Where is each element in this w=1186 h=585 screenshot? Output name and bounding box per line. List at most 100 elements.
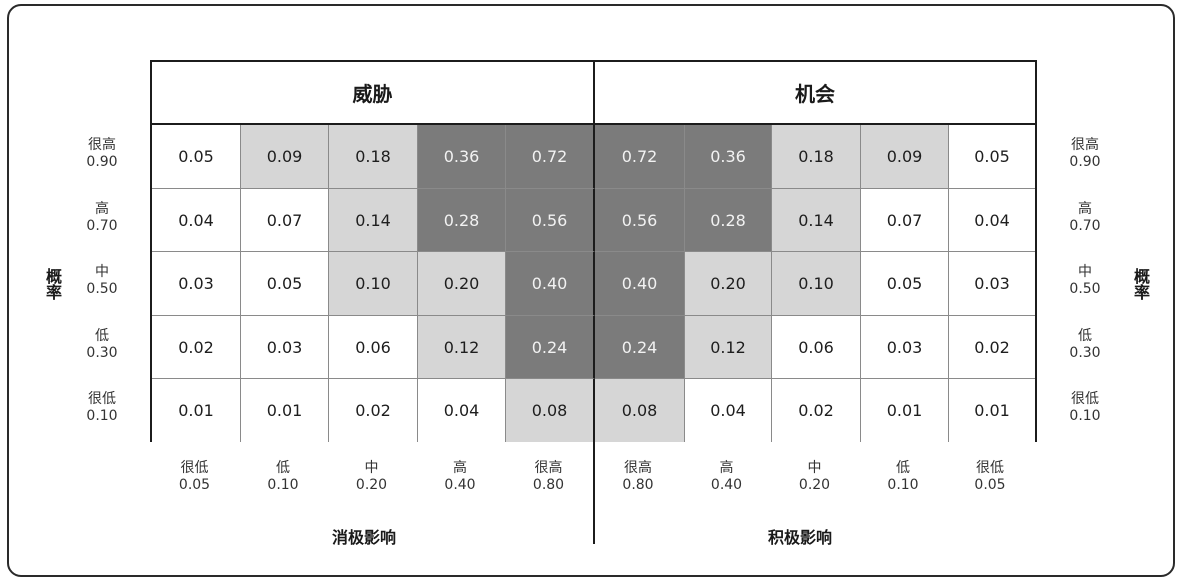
probability-impact-matrix: 威胁 机会 0.05 0.09 0.18 0.36 0.72 0.72 0.36 0.18 0.…	[150, 60, 1037, 442]
probability-level: 很低	[88, 390, 116, 407]
matrix-cell: 0.36	[685, 125, 772, 189]
matrix-cell: 0.05	[241, 252, 329, 316]
matrix-cell: 0.06	[772, 316, 861, 379]
matrix-cell: 0.28	[685, 189, 772, 252]
impact-label: 低 0.10	[253, 460, 313, 494]
probability-level: 很低	[1071, 390, 1099, 407]
impact-level: 很高	[624, 460, 652, 476]
positive-impact-title: 积极影响	[768, 528, 833, 547]
impact-label: 低 0.10	[873, 460, 933, 494]
opportunity-header: 机会	[595, 62, 1035, 125]
matrix-cell: 0.08	[506, 379, 595, 442]
impact-value: 0.20	[355, 477, 388, 493]
probability-level: 中	[1078, 264, 1092, 280]
probability-level: 高	[95, 200, 109, 217]
matrix-cell: 0.56	[506, 189, 595, 252]
impact-level: 中	[364, 460, 379, 476]
impact-label: 高 0.40	[697, 460, 757, 494]
probability-title-right: 概率	[1131, 268, 1150, 300]
impact-value: 0.10	[267, 477, 299, 493]
matrix-cell: 0.01	[861, 379, 949, 442]
probability-label-left: 低 0.30	[77, 328, 127, 362]
matrix-cell: 0.10	[329, 252, 418, 316]
impact-label: 中 0.20	[785, 460, 845, 494]
probability-value: 0.10	[1069, 407, 1101, 424]
probability-value: 0.90	[86, 154, 118, 170]
matrix-cell: 0.05	[861, 252, 949, 316]
matrix-cell: 0.40	[506, 252, 595, 316]
matrix-cell: 0.09	[861, 125, 949, 189]
matrix-cell: 0.04	[949, 189, 1035, 252]
matrix-cell: 0.36	[418, 125, 506, 189]
matrix-cell: 0.10	[772, 252, 861, 316]
threat-opportunity-divider	[593, 442, 595, 544]
probability-level: 很高	[88, 137, 116, 153]
matrix-cell: 0.24	[506, 316, 595, 379]
matrix-cell: 0.24	[595, 316, 685, 379]
matrix-cell: 0.01	[949, 379, 1035, 442]
probability-label-left: 中 0.50	[77, 264, 127, 298]
impact-label: 高 0.40	[430, 460, 490, 494]
probability-level: 低	[1078, 327, 1092, 344]
impact-level: 低	[276, 460, 290, 476]
impact-label: 很低 0.05	[165, 460, 225, 494]
matrix-cell: 0.02	[772, 379, 861, 442]
impact-value: 0.20	[798, 477, 831, 493]
matrix-cell: 0.04	[418, 379, 506, 442]
probability-level: 低	[95, 327, 109, 344]
matrix-cell: 0.72	[506, 125, 595, 189]
matrix-cell: 0.04	[685, 379, 772, 442]
matrix-cell: 0.12	[418, 316, 506, 379]
matrix-cell: 0.06	[329, 316, 418, 379]
matrix-cell: 0.05	[152, 125, 241, 189]
matrix-cell: 0.03	[152, 252, 241, 316]
matrix-cell: 0.05	[949, 125, 1035, 189]
impact-value: 0.05	[974, 477, 1006, 493]
probability-label-right: 中 0.50	[1060, 264, 1110, 298]
probability-value: 0.70	[86, 217, 118, 234]
impact-value: 0.80	[622, 477, 654, 493]
matrix-cell: 0.07	[241, 189, 329, 252]
impact-level: 高	[453, 460, 467, 476]
matrix-cell: 0.18	[772, 125, 861, 189]
impact-value: 0.40	[710, 477, 743, 493]
matrix-cell: 0.04	[152, 189, 241, 252]
matrix-cell: 0.02	[949, 316, 1035, 379]
matrix-cell: 0.01	[241, 379, 329, 442]
impact-label: 很高 0.80	[519, 460, 579, 494]
matrix-cell: 0.20	[685, 252, 772, 316]
probability-value: 0.30	[1069, 344, 1101, 361]
matrix-cell: 0.12	[685, 316, 772, 379]
impact-level: 低	[896, 460, 910, 476]
impact-value: 0.05	[178, 477, 211, 493]
matrix-cell: 0.20	[418, 252, 506, 316]
probability-value: 0.10	[86, 407, 118, 424]
matrix-cell: 0.40	[595, 252, 685, 316]
impact-level: 很低	[180, 460, 209, 476]
matrix-cell: 0.09	[241, 125, 329, 189]
impact-value: 0.80	[532, 477, 565, 493]
matrix-cell: 0.03	[949, 252, 1035, 316]
matrix-cell: 0.08	[595, 379, 685, 442]
impact-value: 0.10	[887, 477, 919, 493]
matrix-cell: 0.03	[861, 316, 949, 379]
probability-value: 0.50	[1069, 281, 1101, 297]
impact-label: 中 0.20	[342, 460, 402, 494]
matrix-cell: 0.07	[861, 189, 949, 252]
probability-value: 0.70	[1069, 217, 1101, 234]
matrix-cell: 0.56	[595, 189, 685, 252]
probability-level: 高	[1078, 200, 1092, 217]
matrix-cell: 0.18	[329, 125, 418, 189]
impact-level: 很低	[976, 460, 1004, 476]
probability-label-right: 很高 0.90	[1060, 137, 1110, 171]
probability-value: 0.90	[1069, 154, 1101, 170]
matrix-cell: 0.03	[241, 316, 329, 379]
impact-level: 很高	[534, 460, 563, 476]
probability-label-right: 高 0.70	[1060, 201, 1110, 235]
figure-frame	[7, 4, 1175, 577]
probability-value: 0.30	[86, 344, 118, 361]
probability-level: 中	[95, 264, 109, 280]
impact-level: 中	[807, 460, 822, 476]
matrix-cell: 0.14	[772, 189, 861, 252]
impact-value: 0.40	[444, 477, 476, 493]
